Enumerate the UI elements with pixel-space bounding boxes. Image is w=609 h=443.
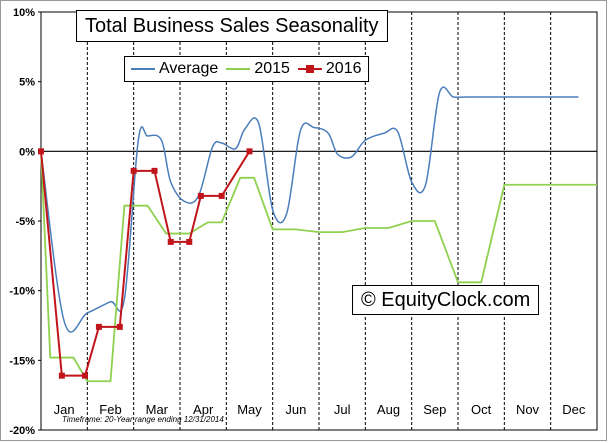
series-2016-point — [95, 323, 102, 330]
series-2016-point — [197, 192, 204, 199]
legend-marker-2016 — [305, 65, 314, 73]
series-2016-point — [38, 148, 44, 155]
series-2016-point — [151, 167, 158, 174]
y-tick-label: 5% — [19, 77, 35, 89]
footnote: Timeframe: 20-Year range ending 12/31/20… — [62, 415, 224, 424]
x-tick-label: Mar — [146, 402, 169, 417]
series-2016-point — [167, 238, 174, 245]
x-tick-label: Oct — [471, 402, 492, 417]
series-2015-line — [40, 151, 597, 383]
series-2016-point — [58, 372, 65, 379]
series-2016-point — [82, 372, 89, 379]
legend-swatch-average — [131, 68, 155, 70]
chart-title-text: Total Business Sales Seasonality — [85, 14, 379, 37]
x-tick-label: May — [237, 402, 262, 417]
legend-label-average: Average — [159, 60, 219, 77]
series-average-line — [40, 86, 579, 333]
series-2016-point — [130, 167, 137, 174]
y-tick-label: -15% — [9, 355, 35, 367]
legend-item-2016: 2016 — [297, 60, 362, 78]
x-tick-label: Jan — [54, 402, 75, 417]
x-tick-label: Sep — [423, 402, 446, 417]
x-tick-label: Jul — [334, 402, 351, 417]
x-tick-label: Jun — [285, 402, 306, 417]
y-tick-label: 10% — [13, 7, 35, 19]
watermark: © EquityClock.com — [352, 285, 540, 315]
legend-label-2016: 2016 — [325, 60, 362, 77]
y-tick-label: 0% — [19, 146, 35, 158]
legend-swatch-2015 — [226, 68, 251, 70]
series-2016-point — [186, 238, 193, 245]
series-2016-point — [218, 192, 225, 199]
x-tick-label: Feb — [99, 402, 121, 417]
x-tick-label: Nov — [516, 402, 540, 417]
series-2016-point — [246, 148, 253, 155]
series-2016-line — [40, 150, 251, 377]
y-tick-label: -5% — [15, 216, 35, 228]
legend-item-average: Average — [131, 60, 218, 78]
watermark-text: © EquityClock.com — [361, 288, 531, 311]
x-tick-label: Aug — [377, 402, 400, 417]
chart-title: Total Business Sales Seasonality — [76, 10, 388, 42]
y-tick-label: -20% — [9, 425, 35, 437]
chart-legend: Average 2015 2016 — [124, 56, 369, 82]
x-tick-label: Dec — [562, 402, 586, 417]
legend-item-2015: 2015 — [226, 60, 290, 78]
legend-label-2015: 2015 — [254, 60, 290, 77]
x-tick-label: Apr — [193, 402, 214, 417]
y-tick-label: -10% — [9, 286, 35, 298]
legend-swatch-2016 — [297, 65, 322, 73]
series-2016-point — [116, 323, 123, 330]
